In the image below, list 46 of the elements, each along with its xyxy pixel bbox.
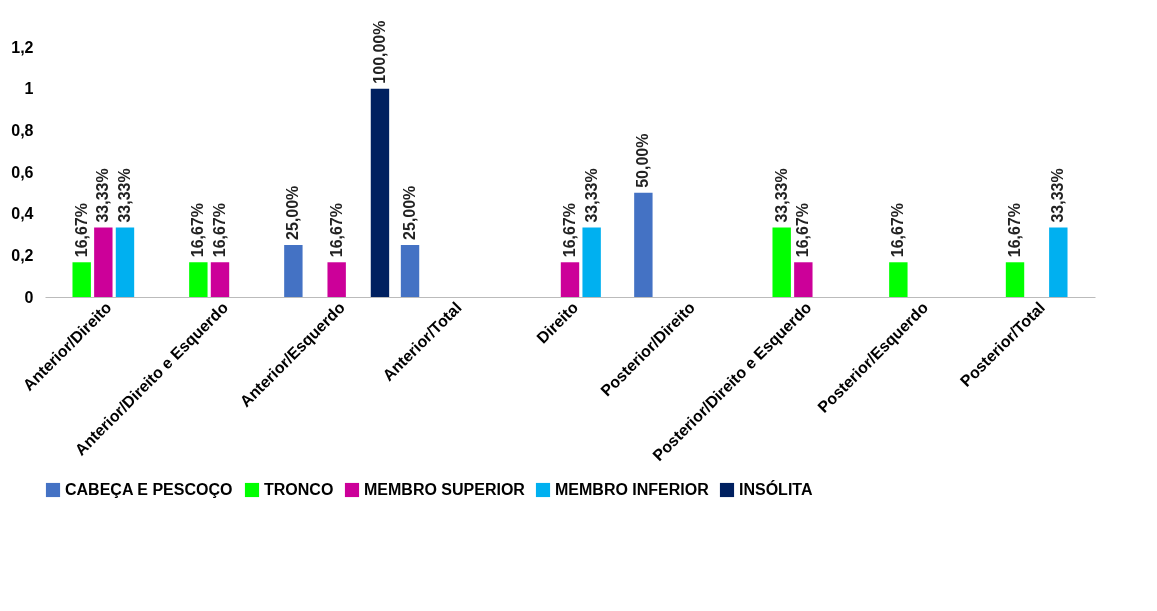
- data-label: 25,00%: [284, 185, 302, 240]
- y-tick-label: 0,2: [11, 246, 34, 264]
- bar: [560, 262, 580, 297]
- y-tick-label: 0,8: [11, 121, 34, 139]
- data-label: 16,67%: [889, 203, 907, 258]
- bar: [72, 262, 91, 297]
- bar: [189, 262, 208, 297]
- bar: [210, 262, 230, 297]
- bar: [772, 227, 791, 297]
- data-label: 16,67%: [561, 203, 578, 258]
- bar: [94, 227, 113, 297]
- data-label: 33,33%: [772, 168, 790, 223]
- y-tick-label: 0,6: [11, 163, 34, 181]
- data-label: 16,67%: [72, 203, 90, 258]
- legend-label: MEMBRO INFERIOR: [555, 481, 710, 498]
- bar: [327, 262, 346, 297]
- bar: [794, 262, 813, 297]
- bar: [582, 227, 601, 297]
- data-label: 100,00%: [370, 20, 388, 84]
- bar: [1005, 262, 1025, 297]
- data-label: 33,33%: [94, 168, 112, 223]
- data-label: 16,67%: [1006, 203, 1024, 258]
- bar: [115, 227, 135, 297]
- data-label: 16,67%: [211, 203, 228, 258]
- bar: [284, 244, 303, 297]
- legend-label: INSÓLITA: [739, 480, 813, 498]
- legend-label: CABEÇA E PESCOÇO: [65, 481, 233, 498]
- bar: [1049, 227, 1068, 297]
- data-label: 16,67%: [794, 203, 812, 258]
- bar: [400, 244, 420, 297]
- y-tick-label: 1: [24, 80, 34, 98]
- data-label: 16,67%: [189, 203, 207, 258]
- data-label: 33,33%: [582, 168, 600, 223]
- y-tick-label: 0,4: [11, 205, 34, 223]
- bar: [889, 262, 908, 297]
- data-label: 33,33%: [1049, 168, 1067, 223]
- y-tick-label: 0: [24, 288, 34, 306]
- data-label: 33,33%: [115, 168, 133, 223]
- bar: [634, 192, 653, 297]
- data-label: 25,00%: [401, 185, 419, 240]
- legend-label: MEMBRO SUPERIOR: [364, 481, 526, 498]
- bar: [370, 88, 390, 297]
- data-label: 50,00%: [634, 133, 652, 188]
- legend-label: TRONCO: [264, 481, 334, 498]
- data-label: 16,67%: [327, 203, 345, 258]
- y-tick-label: 1,2: [11, 38, 34, 56]
